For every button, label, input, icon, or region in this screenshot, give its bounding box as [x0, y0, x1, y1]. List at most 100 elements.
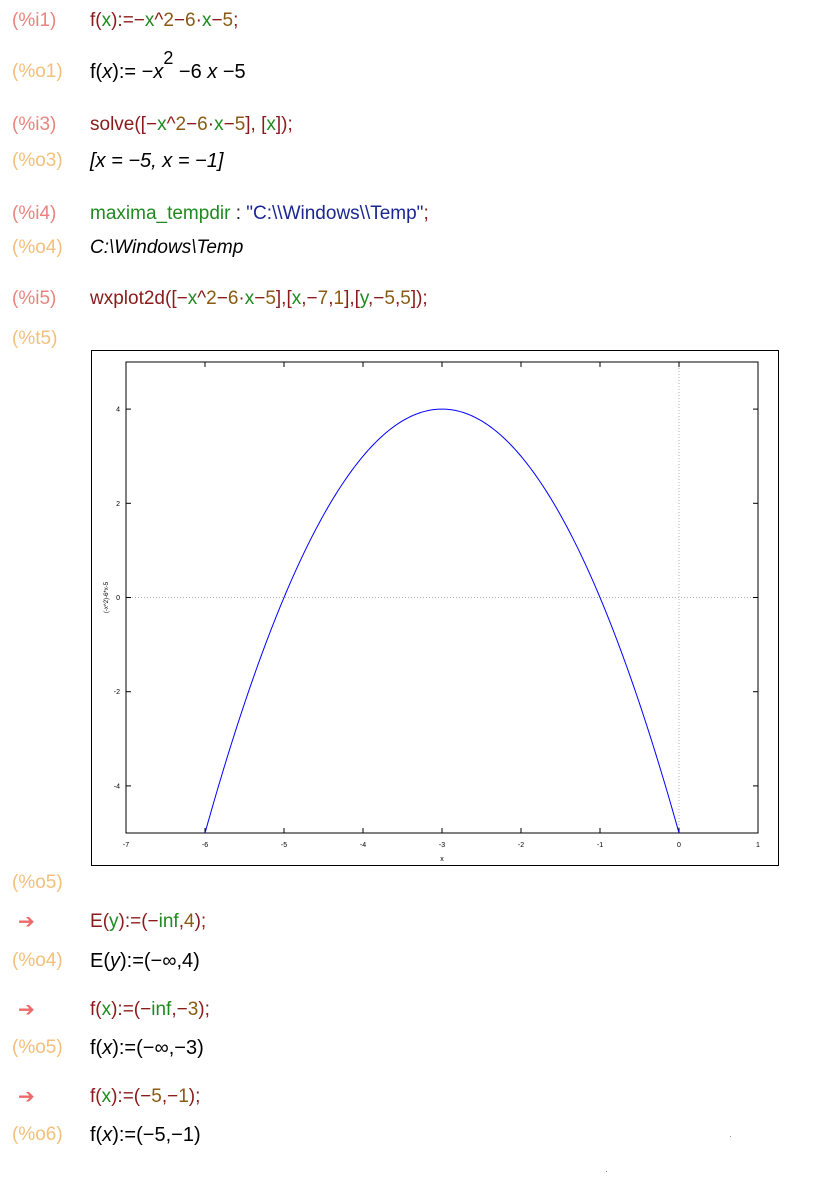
- x-tick-label: 0: [677, 842, 681, 849]
- tok: x: [101, 999, 112, 1020]
- input-cell-e2[interactable]: ➔ f(x):=(−inf,−3);: [0, 995, 840, 1025]
- tok: ]);: [275, 114, 293, 135]
- tok: ):=−: [111, 10, 145, 31]
- tok: ·: [195, 10, 202, 31]
- cell-label-i1: (%i1): [12, 10, 57, 31]
- x-tick-label: 1: [756, 842, 760, 849]
- y-tick-label: -2: [114, 689, 120, 696]
- tok: ):=(−∞,4): [120, 950, 200, 972]
- input-cell-i5[interactable]: (%i5) wxplot2d([−x^2−6·x−5],[x,−7,1],[y,…: [0, 284, 840, 314]
- tok: (: [102, 911, 110, 932]
- x-tick-label: -2: [518, 842, 524, 849]
- tok: ;: [233, 10, 239, 31]
- tok: );: [198, 999, 210, 1020]
- x-axis-label: x: [440, 856, 444, 863]
- tok: ,−: [368, 288, 385, 309]
- tok: x: [214, 114, 224, 135]
- tok: −: [186, 114, 198, 135]
- tok: ·: [238, 288, 245, 309]
- x-tick-label: -3: [439, 842, 445, 849]
- tok: ):= −: [112, 61, 154, 83]
- tok: 1: [178, 1086, 189, 1107]
- tok: ):=(−: [111, 999, 152, 1020]
- input-cell-e1[interactable]: ➔ E(y):=(−inf,4);: [0, 907, 840, 937]
- cell-label-i3: (%i3): [12, 114, 57, 135]
- cell-input-e3[interactable]: f(x):=(−5,−1);: [90, 1082, 200, 1112]
- tok: ,: [394, 288, 401, 309]
- cell-label-o1: (%o1): [12, 61, 63, 82]
- tok: f: [90, 999, 96, 1020]
- tok: f(: [90, 1037, 103, 1059]
- tok: );: [188, 1086, 201, 1107]
- tok: x: [102, 61, 113, 83]
- tok: (: [95, 10, 102, 31]
- output-cell-o6: (%o6) f(x):=(−5,−1): [0, 1120, 840, 1150]
- stray-dot: [730, 1136, 731, 1137]
- cell-input-e2[interactable]: f(x):=(−inf,−3);: [90, 995, 210, 1025]
- cell-output-o5b: f(x):=(−∞,−3): [90, 1033, 204, 1063]
- tok: ([−: [165, 288, 188, 309]
- cell-label-i4: (%i4): [12, 203, 57, 224]
- tok: ^: [166, 114, 176, 135]
- output-cell-t5: (%t5): [0, 324, 840, 354]
- cell-output-o4: C:\Windows\Temp: [90, 237, 244, 258]
- tok: x: [207, 61, 218, 83]
- plot-svg: -7 -6 -5 -4 -3 -2 -1 0 1 4 2 0 -2 -4 x (-x^2)-6*x-5: [104, 361, 760, 863]
- series-line: [204, 408, 680, 834]
- cell-input-i3[interactable]: solve([−x^2−6·x−5], [x]);: [90, 110, 293, 140]
- tok: 3: [187, 999, 199, 1020]
- tok: 6: [197, 114, 208, 135]
- tok: ;: [423, 203, 429, 224]
- input-cell-i1[interactable]: (%i1) f(x):=−x^2−6·x−5;: [0, 6, 840, 36]
- cell-input-e1[interactable]: E(y):=(−inf,4);: [90, 907, 206, 937]
- tok: x: [187, 288, 198, 309]
- input-cell-e3[interactable]: ➔ f(x):=(−5,−1);: [0, 1082, 840, 1112]
- cell-input-i5[interactable]: wxplot2d([−x^2−6·x−5],[x,−7,1],[y,−5,5])…: [90, 284, 428, 314]
- tok: 2: [175, 114, 187, 135]
- cell-label-o3: (%o3): [12, 150, 63, 171]
- tok: ,: [328, 288, 334, 309]
- tok: f: [90, 10, 96, 31]
- cell-arrow-icon[interactable]: ➔: [18, 999, 35, 1021]
- cell-input-i4[interactable]: maxima_tempdir : "C:\\Windows\\Temp";: [90, 199, 429, 229]
- tok: ):=(−5,−1): [112, 1124, 201, 1146]
- tok: 7: [317, 288, 329, 309]
- cell-output-o4b: E(y):=(−∞,4): [90, 946, 200, 976]
- cell-input-i1[interactable]: f(x):=−x^2−6·x−5;: [90, 6, 238, 36]
- tok: 5: [151, 1086, 162, 1107]
- cell-label-o4: (%o4): [12, 237, 63, 258]
- tok: :: [230, 203, 247, 224]
- input-cell-i3[interactable]: (%i3) solve([−x^2−6·x−5], [x]);: [0, 110, 840, 140]
- tok: f: [90, 1086, 96, 1107]
- tok: inf: [151, 999, 172, 1020]
- y-tick-label: 2: [116, 501, 120, 508]
- tok: 5: [234, 114, 246, 135]
- tok: (: [95, 1086, 102, 1107]
- tok: ,−: [301, 288, 318, 309]
- input-cell-i4[interactable]: (%i4) maxima_tempdir : "C:\\Windows\\Tem…: [0, 199, 840, 229]
- tok: y: [109, 911, 119, 932]
- plot-image[interactable]: -7 -6 -5 -4 -3 -2 -1 0 1 4 2 0 -2 -4 x (-x^2)-6*x-5: [91, 350, 779, 866]
- tok: 6: [227, 288, 239, 309]
- output-cell-o5: (%o5): [0, 868, 840, 898]
- tok: −5: [217, 61, 246, 83]
- cell-arrow-icon[interactable]: ➔: [18, 911, 35, 933]
- cell-output-o1: f(x):= −x2 −6 x −5: [90, 48, 246, 87]
- cell-label-o4b: (%o4): [12, 950, 63, 971]
- tok: 5: [400, 288, 411, 309]
- tok: −: [173, 10, 186, 31]
- tok: ^: [154, 10, 164, 31]
- tok: f(: [90, 1124, 103, 1146]
- tok: x: [244, 288, 255, 309]
- cell-label-o5b: (%o5): [12, 1037, 63, 1058]
- x-tick-label: -1: [597, 842, 603, 849]
- tok: ):=(−∞,−3): [112, 1037, 204, 1059]
- output-cell-o5b: (%o5) f(x):=(−∞,−3): [0, 1033, 840, 1063]
- tok: (: [95, 999, 102, 1020]
- tok: );: [194, 911, 207, 932]
- tok: ]);: [410, 288, 428, 309]
- tok: x: [102, 1037, 113, 1059]
- cell-arrow-icon[interactable]: ➔: [18, 1086, 35, 1108]
- tok: x: [101, 10, 112, 31]
- x-tick-label: -7: [123, 842, 129, 849]
